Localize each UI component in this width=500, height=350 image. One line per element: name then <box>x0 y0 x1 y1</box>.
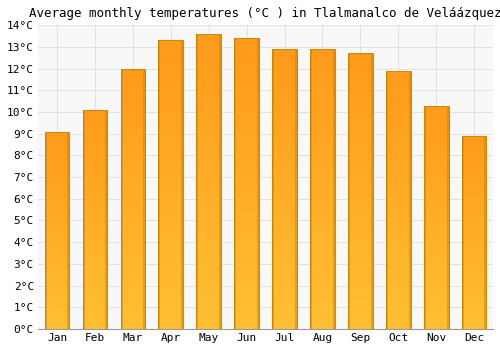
Bar <box>462 136 486 329</box>
Bar <box>310 49 335 329</box>
Bar <box>272 49 297 329</box>
Bar <box>424 105 448 329</box>
Bar <box>196 34 221 329</box>
Title: Average monthly temperatures (°C ) in Tlalmanalco de Veláázquez: Average monthly temperatures (°C ) in Tl… <box>30 7 500 20</box>
Bar <box>158 41 183 329</box>
Bar <box>82 110 108 329</box>
Bar <box>44 132 70 329</box>
Bar <box>234 38 259 329</box>
Bar <box>120 69 145 329</box>
Bar <box>386 71 410 329</box>
Bar <box>348 54 372 329</box>
